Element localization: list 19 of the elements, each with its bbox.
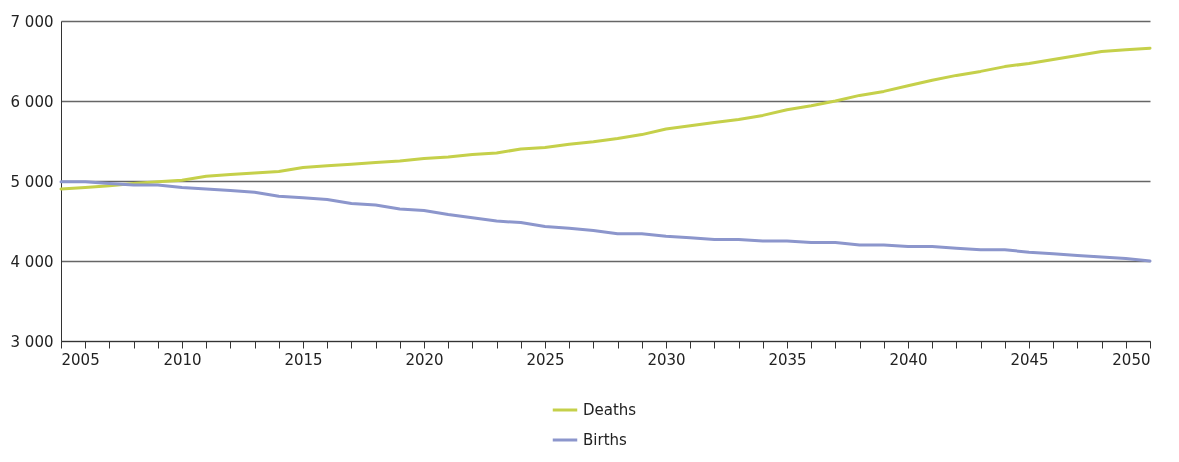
- line-series: [59, 46, 1152, 191]
- legend-label: Births: [583, 431, 628, 449]
- x-tick-label: 2045: [1010, 350, 1049, 369]
- y-tick-label: 6 000: [10, 92, 54, 111]
- x-tick-label: 2030: [647, 350, 686, 369]
- x-tick-label: 2040: [889, 350, 928, 369]
- y-tick-label: 5 000: [10, 172, 54, 191]
- x-tick-label: 2035: [768, 350, 807, 369]
- x-tick-label: 2010: [163, 350, 202, 369]
- x-tick-label: 2015: [284, 350, 323, 369]
- x-tick-label: 2025: [526, 350, 565, 369]
- x-tick-label: 2020: [405, 350, 444, 369]
- y-tick-label: 3 000: [10, 332, 54, 351]
- line-series: [59, 180, 1152, 263]
- legend-label: Deaths: [583, 401, 637, 419]
- x-tick-label: 2050: [1112, 350, 1151, 369]
- y-tick-label: 4 000: [10, 252, 54, 271]
- x-tick-label: 2005: [61, 350, 100, 369]
- y-tick-label: 7 000: [10, 12, 54, 31]
